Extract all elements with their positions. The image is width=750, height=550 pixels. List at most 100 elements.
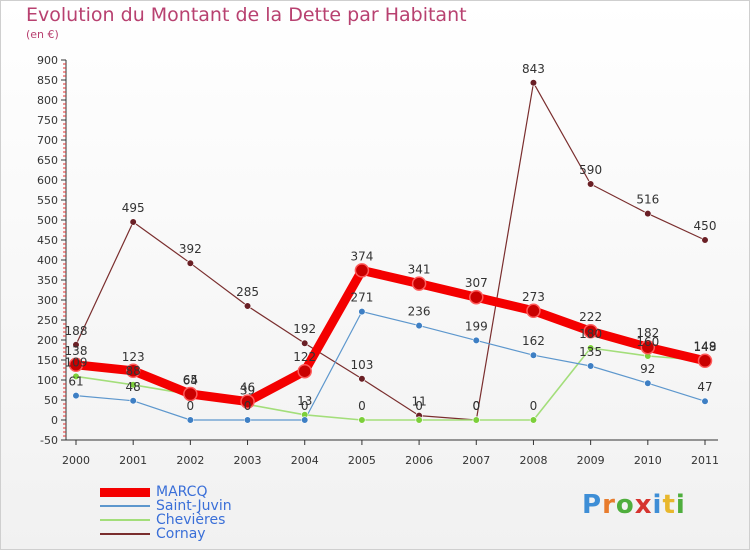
data-point-marcq [583, 323, 598, 339]
data-label-cornay: 392 [179, 242, 202, 256]
data-point-chevieres [358, 416, 366, 424]
data-point-marcq [411, 276, 427, 291]
data-label-chevieres: 160 [636, 335, 659, 349]
legend-swatch-chevieres [100, 519, 150, 521]
data-point-cornay [243, 302, 252, 310]
data-label-cornay: 450 [694, 219, 717, 233]
legend-label-marcq: MARCQ [156, 484, 208, 500]
data-label-saint-juvin: 236 [408, 305, 431, 319]
data-point-saint-juvin [529, 351, 538, 359]
y-tick-label: 650 [37, 154, 58, 167]
chart-subtitle: (en €) [26, 28, 59, 41]
data-label-cornay: 192 [293, 322, 316, 336]
legend-label-chevieres: Chevières [156, 512, 226, 528]
legend-label-cornay: Cornay [156, 526, 206, 542]
data-point-marcq [640, 339, 656, 355]
data-label-saint-juvin: 162 [522, 334, 545, 348]
data-point-saint-juvin [72, 392, 80, 400]
legend-item-saint-juvin: Saint-Juvin [100, 499, 232, 513]
data-point-saint-juvin [415, 322, 423, 330]
data-point-saint-juvin [301, 416, 309, 424]
data-point-saint-juvin [243, 416, 252, 424]
y-tick-label: 600 [37, 174, 58, 187]
data-label-saint-juvin: 48 [126, 380, 141, 394]
y-tick-label: 300 [37, 294, 58, 307]
data-point-marcq [68, 357, 84, 373]
data-label-saint-juvin: 0 [187, 399, 195, 413]
logo-letter: i [675, 490, 686, 520]
legend-item-chevieres: Chevières [100, 513, 232, 527]
data-point-saint-juvin [186, 416, 194, 424]
y-tick-label: 450 [37, 234, 58, 247]
data-label-chevieres: 64 [183, 373, 198, 387]
data-point-marcq [526, 303, 541, 319]
y-tick-label: 750 [37, 114, 58, 127]
x-tick-label: 2010 [634, 454, 662, 467]
logo-letter: P [582, 490, 603, 520]
data-point-cornay [186, 259, 194, 267]
data-label-saint-juvin: 92 [640, 362, 655, 376]
y-tick-label: 50 [44, 394, 58, 407]
data-label-marcq: 182 [636, 326, 659, 340]
legend-swatch-saint-juvin [100, 505, 150, 507]
data-label-cornay: 590 [579, 163, 602, 177]
x-tick-label: 2002 [176, 454, 204, 467]
chart-axes: -50 0 50 100 150 200 250 300 350 400 450 500 550 600 6… [37, 54, 719, 467]
logo-letter: x [634, 490, 653, 520]
data-label-chevieres: 149 [694, 339, 717, 353]
data-label-marcq: 138 [65, 344, 88, 358]
data-label-saint-juvin: 47 [697, 380, 712, 394]
data-label-saint-juvin: 271 [350, 291, 373, 305]
data-label-chevieres: 88 [126, 364, 141, 378]
legend-swatch-marcq [100, 487, 150, 497]
x-tick-label: 2004 [291, 454, 319, 467]
x-tick-label: 2005 [348, 454, 376, 467]
y-tick-label: 100 [37, 374, 58, 387]
data-point-chevieres [129, 381, 137, 389]
data-point-marcq [697, 353, 713, 369]
series-line-cornay [75, 82, 706, 421]
series-markers [68, 79, 713, 424]
data-label-cornay: 495 [122, 201, 145, 215]
data-point-saint-juvin [358, 308, 366, 316]
data-point-chevieres [415, 416, 423, 424]
data-label-cornay: 0 [472, 399, 480, 413]
data-point-chevieres [72, 372, 80, 381]
data-label-saint-juvin: 135 [579, 345, 602, 359]
data-point-cornay [358, 375, 366, 383]
data-label-cornay: 11 [411, 395, 426, 409]
data-point-cornay [587, 180, 595, 188]
legend-item-marcq: MARCQ [100, 485, 232, 499]
data-point-cornay [129, 218, 137, 226]
y-tick-label: 0 [51, 414, 58, 427]
data-label-cornay: 843 [522, 62, 545, 76]
x-tick-label: 2009 [577, 454, 605, 467]
data-point-saint-juvin [701, 397, 709, 405]
data-point-marcq [183, 386, 198, 402]
data-point-marcq [125, 363, 141, 379]
y-tick-label: -50 [40, 434, 58, 447]
data-label-marcq: 65 [183, 373, 198, 387]
data-label-marcq: 148 [694, 340, 717, 354]
data-label-marcq: 46 [240, 381, 255, 395]
legend-item-cornay: Cornay [100, 527, 232, 541]
data-point-cornay [644, 210, 652, 218]
data-point-saint-juvin [129, 397, 137, 405]
x-tick-label: 2008 [519, 454, 547, 467]
chart-legend: MARCQ Saint-Juvin Chevières Cornay [100, 485, 232, 541]
x-tick-label: 2007 [462, 454, 490, 467]
data-point-cornay [701, 236, 709, 244]
series-line-marcq [71, 265, 710, 407]
data-label-cornay: 516 [636, 193, 659, 207]
y-tick-label: 400 [37, 254, 58, 267]
data-point-chevieres [587, 344, 595, 352]
data-label-marcq: 222 [579, 310, 602, 324]
data-label-marcq: 122 [293, 350, 316, 364]
data-label-marcq: 374 [350, 249, 373, 263]
x-tick-label: 2003 [234, 454, 262, 467]
data-label-chevieres: 0 [358, 399, 366, 413]
data-point-marcq [297, 363, 312, 379]
y-tick-label: 800 [37, 94, 58, 107]
y-tick-label: 250 [37, 314, 58, 327]
x-tick-label: 2006 [405, 454, 433, 467]
